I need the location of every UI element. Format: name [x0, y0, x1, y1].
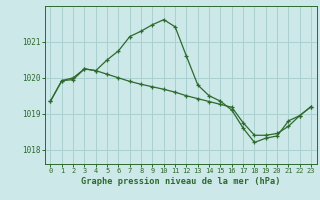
X-axis label: Graphe pression niveau de la mer (hPa): Graphe pression niveau de la mer (hPa) [81, 177, 281, 186]
